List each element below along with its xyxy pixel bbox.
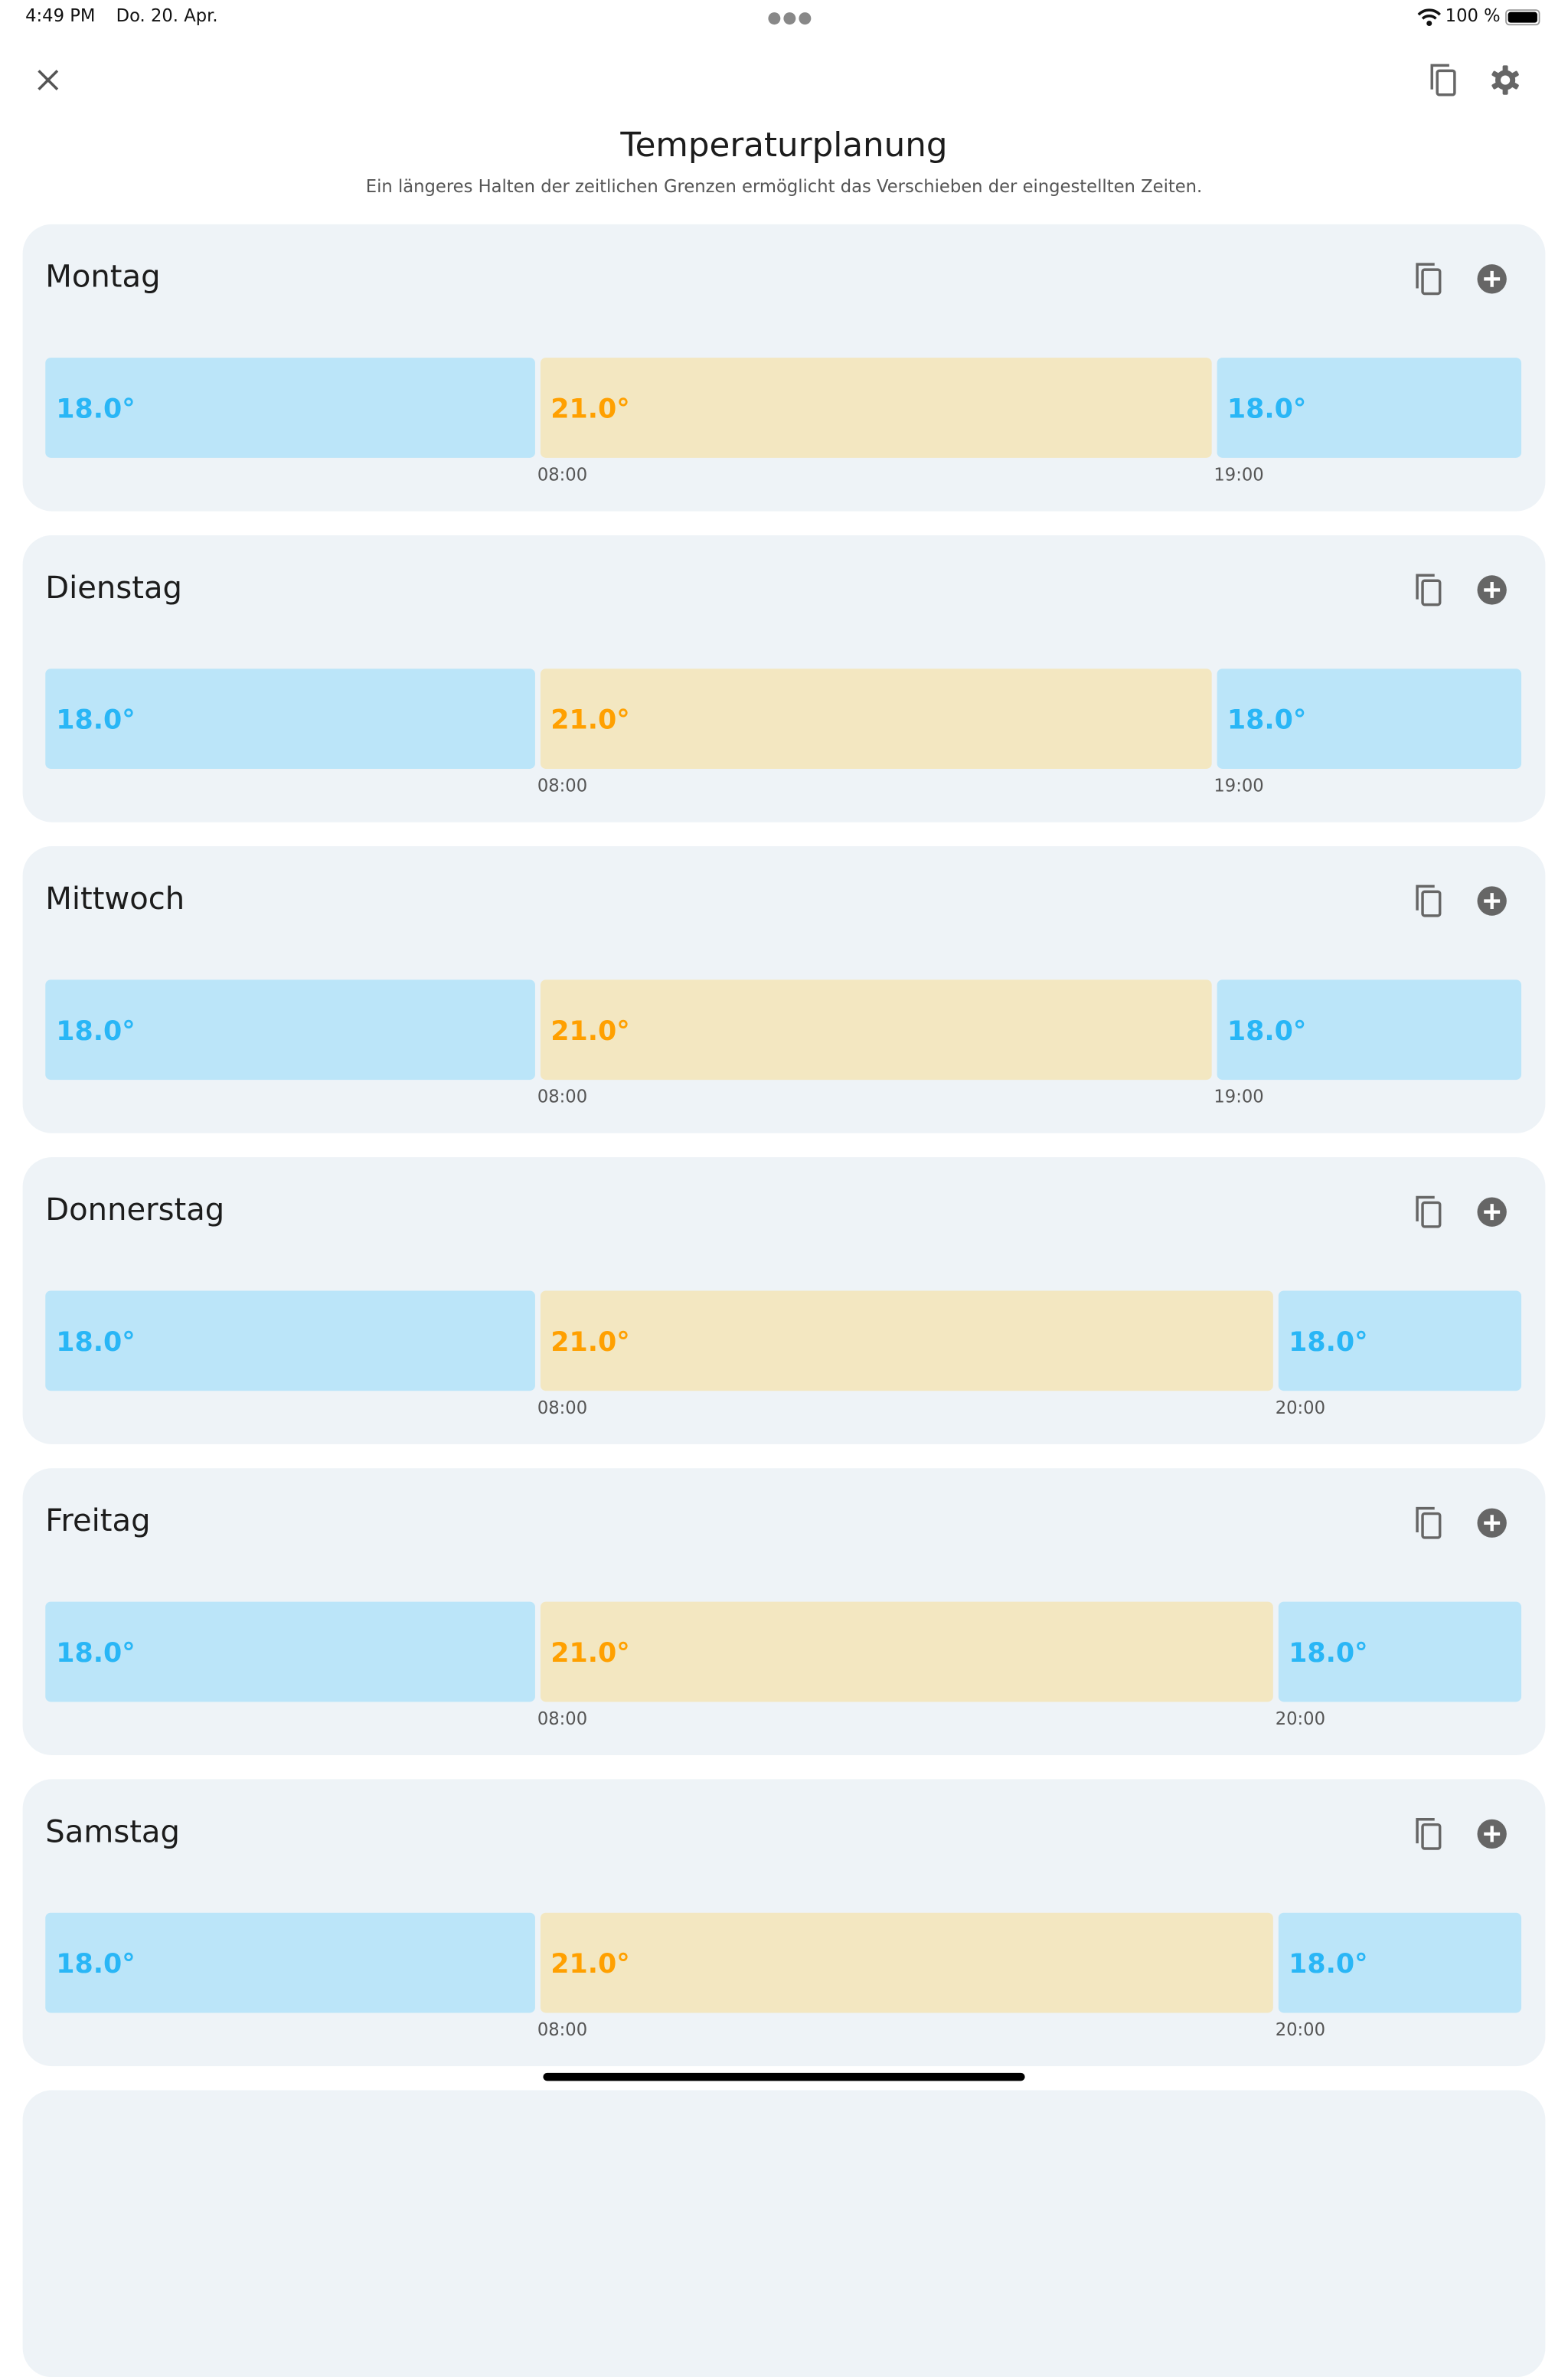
segment-temperature: 18.0° bbox=[56, 392, 136, 425]
temperature-segment[interactable]: 18.0° bbox=[45, 358, 535, 458]
time-boundary-label[interactable]: 20:00 bbox=[1275, 1398, 1326, 1419]
segment-temperature: 21.0° bbox=[550, 392, 630, 425]
segment-temperature: 18.0° bbox=[1289, 1636, 1368, 1669]
copy-day-icon[interactable] bbox=[1413, 1504, 1446, 1542]
day-name: Samstag bbox=[45, 1815, 180, 1850]
segment-temperature: 21.0° bbox=[550, 1636, 630, 1669]
segment-temperature: 18.0° bbox=[56, 1325, 136, 1358]
day-card-freitag: Freitag 18.0° 21.0° 08:00 18.0° 20:00 bbox=[22, 1468, 1546, 1756]
temperature-segment[interactable]: 18.0° bbox=[1216, 979, 1521, 1081]
temperature-segment[interactable]: 18.0° bbox=[1278, 1290, 1521, 1391]
copy-day-icon[interactable] bbox=[1413, 571, 1446, 609]
temperature-segment[interactable]: 18.0° bbox=[45, 1290, 535, 1391]
temperature-segment[interactable]: 18.0° bbox=[45, 1601, 535, 1702]
day-card-dienstag: Dienstag 18.0° 21.0° 08:00 18.0° 19:00 bbox=[22, 535, 1546, 822]
time-boundary-label[interactable]: 19:00 bbox=[1214, 1087, 1264, 1108]
day-name: Dienstag bbox=[45, 571, 182, 607]
temperature-segment[interactable]: 21.0° bbox=[540, 1601, 1273, 1702]
day-card-montag: Montag 18.0° 21.0° 08:00 18.0° 19:00 bbox=[22, 224, 1546, 512]
time-boundary-label[interactable]: 20:00 bbox=[1275, 1709, 1326, 1730]
time-boundary-label[interactable]: 19:00 bbox=[1214, 466, 1264, 486]
segment-temperature: 18.0° bbox=[1227, 703, 1307, 736]
gear-icon[interactable] bbox=[1489, 64, 1521, 96]
copy-day-icon[interactable] bbox=[1413, 882, 1446, 920]
segment-temperature: 21.0° bbox=[550, 703, 630, 736]
temperature-segment[interactable]: 21.0° bbox=[540, 669, 1211, 769]
day-name: Montag bbox=[45, 260, 161, 296]
time-boundary-label[interactable]: 19:00 bbox=[1214, 777, 1264, 797]
copy-icon[interactable] bbox=[1428, 61, 1460, 99]
temperature-segment[interactable]: 18.0° bbox=[45, 669, 535, 769]
temperature-segment[interactable]: 18.0° bbox=[45, 1912, 535, 2013]
segment-temperature: 18.0° bbox=[56, 1947, 136, 1980]
wifi-icon bbox=[1417, 8, 1441, 26]
day-name: Donnerstag bbox=[45, 1193, 225, 1228]
segment-temperature: 21.0° bbox=[550, 1014, 630, 1047]
add-slot-icon[interactable] bbox=[1476, 885, 1508, 917]
add-slot-icon[interactable] bbox=[1476, 1196, 1508, 1228]
segment-temperature: 21.0° bbox=[550, 1325, 630, 1358]
day-name: Mittwoch bbox=[45, 882, 185, 917]
temperature-segment[interactable]: 18.0° bbox=[1278, 1912, 1521, 2013]
copy-day-icon[interactable] bbox=[1413, 260, 1446, 298]
day-card-donnerstag: Donnerstag 18.0° 21.0° 08:00 18.0° 20:00 bbox=[22, 1157, 1546, 1444]
segment-temperature: 18.0° bbox=[56, 703, 136, 736]
day-card-partial bbox=[22, 2090, 1546, 2377]
battery-icon bbox=[1505, 9, 1540, 26]
multitasking-dots-icon[interactable]: ●●● bbox=[767, 8, 814, 27]
segment-temperature: 18.0° bbox=[1227, 392, 1307, 425]
screen: 4:49 PM Do. 20. Apr. ●●● 100 % Temperatu… bbox=[22, 6, 1546, 2377]
temperature-segment[interactable]: 18.0° bbox=[45, 979, 535, 1081]
time-boundary-label[interactable]: 08:00 bbox=[537, 777, 588, 797]
close-icon[interactable] bbox=[36, 68, 60, 92]
time-boundary-label[interactable]: 08:00 bbox=[537, 1087, 588, 1108]
segment-temperature: 18.0° bbox=[1289, 1325, 1368, 1358]
day-name: Freitag bbox=[45, 1504, 151, 1539]
add-slot-icon[interactable] bbox=[1476, 574, 1508, 606]
time-boundary-label[interactable]: 08:00 bbox=[537, 1709, 588, 1730]
temperature-segment[interactable]: 18.0° bbox=[1216, 669, 1521, 769]
segment-temperature: 18.0° bbox=[56, 1014, 136, 1047]
page-title: Temperaturplanung bbox=[620, 125, 948, 165]
add-slot-icon[interactable] bbox=[1476, 1507, 1508, 1539]
temperature-segment[interactable]: 18.0° bbox=[1216, 358, 1521, 458]
temperature-segment[interactable]: 21.0° bbox=[540, 358, 1211, 458]
status-date: Do. 20. Apr. bbox=[116, 6, 218, 27]
add-slot-icon[interactable] bbox=[1476, 1818, 1508, 1850]
segment-temperature: 21.0° bbox=[550, 1947, 630, 1980]
copy-day-icon[interactable] bbox=[1413, 1815, 1446, 1852]
segment-temperature: 18.0° bbox=[1227, 1014, 1307, 1047]
temperature-segment[interactable]: 21.0° bbox=[540, 979, 1211, 1081]
page-subtitle: Ein längeres Halten der zeitlichen Grenz… bbox=[365, 177, 1203, 198]
temperature-segment[interactable]: 18.0° bbox=[1278, 1601, 1521, 1702]
time-boundary-label[interactable]: 08:00 bbox=[537, 1398, 588, 1419]
status-time: 4:49 PM bbox=[25, 6, 96, 27]
day-card-samstag: Samstag 18.0° 21.0° 08:00 18.0° 20:00 bbox=[22, 1779, 1546, 2067]
home-indicator[interactable] bbox=[543, 2072, 1025, 2081]
add-slot-icon[interactable] bbox=[1476, 263, 1508, 295]
time-boundary-label[interactable]: 08:00 bbox=[537, 2020, 588, 2042]
segment-temperature: 18.0° bbox=[1289, 1947, 1368, 1980]
temperature-segment[interactable]: 21.0° bbox=[540, 1912, 1273, 2013]
battery-percent: 100 % bbox=[1445, 6, 1501, 27]
time-boundary-label[interactable]: 20:00 bbox=[1275, 2020, 1326, 2042]
copy-day-icon[interactable] bbox=[1413, 1193, 1446, 1231]
segment-temperature: 18.0° bbox=[56, 1636, 136, 1669]
day-card-mittwoch: Mittwoch 18.0° 21.0° 08:00 18.0° 19:00 bbox=[22, 846, 1546, 1133]
temperature-segment[interactable]: 21.0° bbox=[540, 1290, 1273, 1391]
time-boundary-label[interactable]: 08:00 bbox=[537, 466, 588, 486]
